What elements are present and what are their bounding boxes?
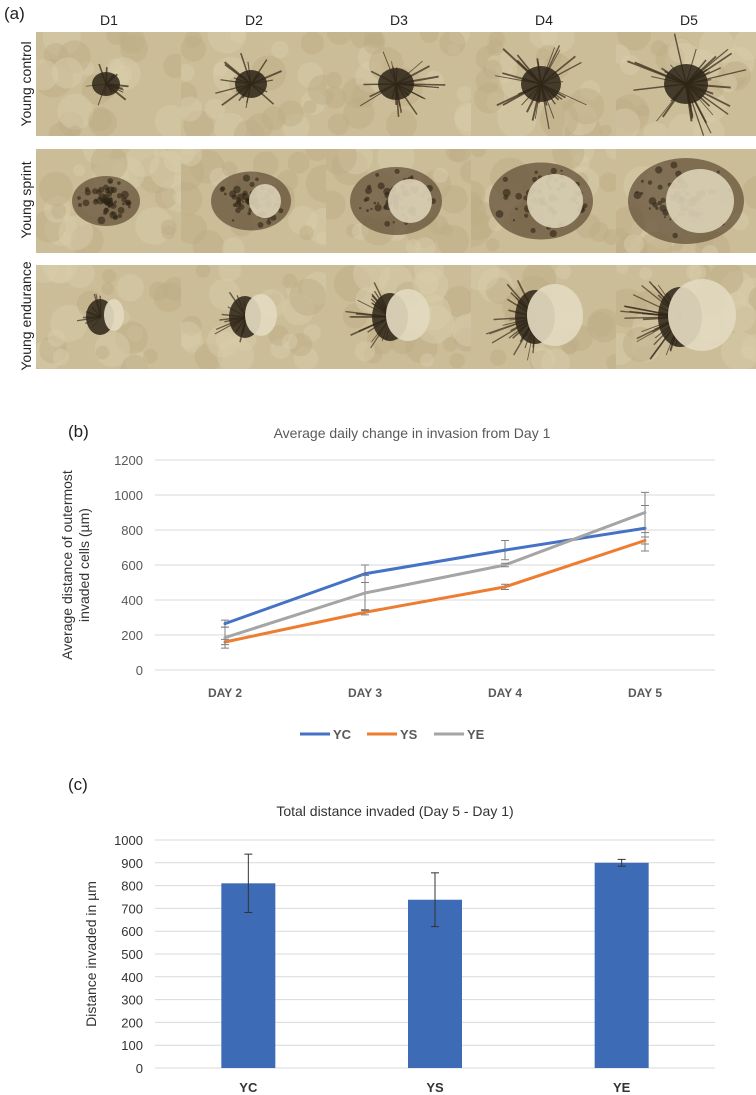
data-point-ye [503, 563, 507, 567]
y-tick-label: 300 [121, 993, 143, 1008]
column-label-d3: D3 [390, 12, 408, 28]
data-point-ys [363, 610, 367, 614]
y-tick-label: 900 [121, 856, 143, 871]
y-tick-label: 1200 [114, 453, 143, 468]
data-point-ye [643, 511, 647, 514]
panel-label-a: (a) [4, 4, 25, 23]
y-tick-label: 1000 [114, 833, 143, 848]
x-tick-label: YS [426, 1080, 444, 1095]
data-point-ye [223, 636, 227, 640]
y-tick-label: 200 [121, 628, 143, 643]
y-tick-label: 800 [121, 879, 143, 894]
bar-chart: Total distance invaded (Day 5 - Day 1) 0 1… [83, 803, 715, 1095]
x-tick-label: DAY 2 [208, 686, 242, 700]
column-label-d5: D5 [680, 12, 698, 28]
panel-label-c: (c) [68, 775, 88, 794]
panel-label-b: (b) [68, 422, 89, 441]
series-line-ys [224, 539, 646, 644]
y-tick-label: 500 [121, 947, 143, 962]
column-label-d1: D1 [100, 12, 118, 28]
series-line-yc [224, 526, 646, 626]
error-bar-yc [244, 853, 253, 914]
data-point-ys [503, 585, 507, 589]
legend-label-ys: YS [400, 727, 418, 742]
data-point-yc [503, 548, 507, 552]
micrograph-young-endurance-d5 [616, 265, 756, 369]
legend-label-yc: YC [333, 727, 352, 742]
data-point-yc [223, 622, 227, 626]
micrograph-young-sprint-d4 [471, 149, 617, 253]
micrograph-young-endurance-d4 [471, 265, 617, 369]
y-tick-label: 0 [136, 1061, 143, 1076]
y-tick-label: 600 [121, 924, 143, 939]
data-point-ye [363, 591, 367, 595]
column-label-d4: D4 [535, 12, 553, 28]
y-axis-label: Distance invaded in µm [83, 881, 99, 1027]
y-tick-label: 200 [121, 1015, 143, 1030]
bar-yc [221, 883, 276, 1068]
x-tick-label: DAY 5 [628, 686, 662, 700]
micrograph-young-endurance-d3 [326, 265, 472, 369]
series-line-ye [224, 511, 646, 640]
micrograph-young-control-d1 [36, 32, 182, 136]
chart-title: Average daily change in invasion from Da… [274, 425, 551, 441]
bar-ys [408, 899, 462, 1068]
x-tick-label: DAY 4 [488, 686, 522, 700]
micrograph-young-control-d2 [181, 32, 327, 136]
y-tick-label: 1000 [114, 488, 143, 503]
chart-title: Total distance invaded (Day 5 - Day 1) [276, 803, 513, 819]
data-point-ys [643, 539, 647, 542]
y-tick-label: 800 [121, 523, 143, 538]
micrograph-young-control-d4 [471, 32, 617, 136]
error-bar-ys [431, 872, 439, 928]
y-axis-label: Average distance of outermostinvaded cel… [59, 470, 92, 660]
line-chart: Average daily change in invasion from Da… [59, 425, 715, 742]
column-label-d2: D2 [245, 12, 263, 28]
bar-ye [594, 862, 649, 1068]
micrograph-young-endurance-d2 [181, 265, 327, 369]
x-tick-label: DAY 3 [348, 686, 382, 700]
micrograph-young-control-d5 [616, 32, 756, 136]
x-tick-label: YE [613, 1080, 631, 1095]
y-tick-label: 0 [136, 663, 143, 678]
y-tick-label: 700 [121, 901, 143, 916]
micrograph-young-sprint-d2 [181, 149, 327, 253]
micrograph-young-sprint-d5 [616, 149, 756, 253]
legend-label-ye: YE [467, 727, 485, 742]
y-tick-label: 600 [121, 558, 143, 573]
micrograph-young-control-d3 [326, 32, 472, 136]
data-point-yc [363, 572, 367, 576]
y-tick-label: 400 [121, 970, 143, 985]
micrograph-young-endurance-d1 [36, 265, 182, 369]
error-bar-ye [617, 858, 626, 867]
micrograph-young-sprint-d1 [36, 149, 182, 253]
y-tick-label: 400 [121, 593, 143, 608]
x-tick-label: YC [239, 1080, 258, 1095]
micrograph-young-sprint-d3 [326, 149, 472, 253]
y-tick-label: 100 [121, 1038, 143, 1053]
